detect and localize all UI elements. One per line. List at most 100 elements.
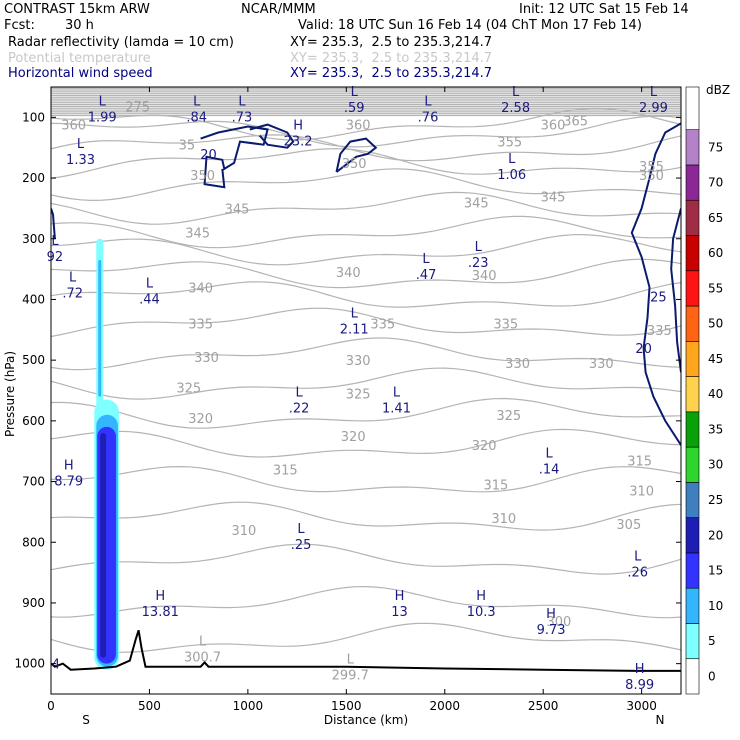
y-tick-label: 900 <box>22 596 45 610</box>
theta-contour-label: 315 <box>627 454 652 469</box>
colorbar-level-label: 25 <box>708 493 723 507</box>
theta-contour-label: 355 <box>497 136 522 151</box>
theta-contour-label: 305 <box>616 518 641 533</box>
colorbar-swatch <box>685 482 700 518</box>
y-tick-label: 200 <box>22 171 45 185</box>
theta-contour-label: 365 <box>563 114 588 129</box>
theta-contour-label: 320 <box>341 430 366 445</box>
wind-extremum-value: 2.11 <box>340 323 369 338</box>
theta-contour <box>51 115 681 148</box>
forecast-label: Fcst: <box>4 18 35 33</box>
x-tick-label: 1000 <box>233 699 264 713</box>
y-tick-label: 100 <box>22 110 45 124</box>
colorbar-swatch <box>685 552 700 589</box>
theta-contour-label: 315 <box>484 479 509 494</box>
theta-contour-label: 345 <box>464 196 489 211</box>
wind-extremum-value: .72 <box>62 286 83 301</box>
wind-extremum-marker: L <box>508 152 516 167</box>
colorbar-swatch <box>685 517 700 554</box>
colorbar-swatch <box>685 199 700 236</box>
theta-contour-label: 350 <box>190 169 215 184</box>
colorbar-swatch <box>685 235 700 272</box>
wind-extremum-value: 1.06 <box>497 168 526 183</box>
theta-contour <box>51 337 681 371</box>
wind-extremum-marker: L <box>295 386 303 401</box>
wind-extremum-value: .59 <box>344 101 365 116</box>
x-tick-label: 500 <box>138 699 161 713</box>
theta-contour <box>51 215 681 249</box>
forecast-hours: 30 h <box>65 18 94 33</box>
wind-contour <box>51 208 56 239</box>
wind-extremum-marker: H <box>155 589 165 604</box>
colorbar-level-label: 0 <box>708 669 716 683</box>
field-name-reflectivity: Radar reflectivity (lamda = 10 cm) <box>8 35 234 50</box>
theta-contour <box>51 281 681 308</box>
plot-frame <box>50 86 682 695</box>
colorbar-level-label: 55 <box>708 281 723 295</box>
theta-contour-label: 330 <box>589 357 614 372</box>
wind-extremum-marker: H <box>476 589 486 604</box>
x-axis-label: Distance (km) <box>324 713 408 727</box>
wind-extremum-value: 23.2 <box>284 135 313 150</box>
y-tick-label: 300 <box>22 232 45 246</box>
colorbar-swatch <box>685 270 700 307</box>
wind-extremum-value: 92 <box>47 250 64 265</box>
reflectivity-cell <box>97 426 116 664</box>
x-tick-label: 3000 <box>626 699 657 713</box>
wind-extremum-marker: H <box>293 119 303 134</box>
colorbar-level-label: 45 <box>708 352 723 366</box>
colorbar-swatch <box>685 658 700 695</box>
theta-contour-label: 340 <box>472 269 497 284</box>
wind-extremum-marker: L <box>634 550 642 565</box>
reflectivity-cell <box>98 259 102 397</box>
theta-contour-label: 330 <box>194 351 219 366</box>
theta-contour-label: 325 <box>496 409 521 424</box>
colorbar-swatch <box>685 305 700 342</box>
theta-contour <box>51 622 681 653</box>
theta-contour <box>51 148 681 179</box>
reflectivity-cell <box>100 432 107 658</box>
field-xy-wind: XY= 235.3, 2.5 to 235.3,214.7 <box>290 66 493 81</box>
colorbar-swatch <box>685 587 700 624</box>
colorbar-top-cap <box>685 86 700 130</box>
field-xy-reflectivity: XY= 235.3, 2.5 to 235.3,214.7 <box>290 35 493 50</box>
wind-extremum-value: .25 <box>291 538 312 553</box>
reflectivity-shading <box>94 238 119 670</box>
x-tick-label: 2000 <box>429 699 460 713</box>
theta-contour-label: 360 <box>541 119 566 134</box>
theta-contour <box>51 258 681 289</box>
colorbar-swatch <box>685 623 700 660</box>
wind-extremum-value: 13.81 <box>142 605 179 620</box>
theta-contour-label: 350 <box>342 157 367 172</box>
wind-speed-contours <box>51 122 681 446</box>
theta-extremum-marker: L <box>199 635 207 650</box>
theta-contour <box>51 397 681 429</box>
wind-extremum-marker: L <box>77 137 85 152</box>
y-tick-label: 700 <box>22 475 45 489</box>
wind-extremum-value: .26 <box>627 566 648 581</box>
wind-extremum-value: .73 <box>232 110 253 125</box>
wind-extremum-value: 1.33 <box>66 153 95 168</box>
theta-contour <box>51 585 681 619</box>
wind-contour <box>630 122 681 446</box>
misc-label: 4 <box>52 658 60 673</box>
theta-contour <box>51 307 681 338</box>
theta-contour-label: 325 <box>346 388 371 403</box>
theta-contours <box>51 87 681 653</box>
init-time: Init: 12 UTC Sat 15 Feb 14 <box>519 2 689 17</box>
colorbar-level-label: 35 <box>708 422 723 436</box>
theta-contour-label: 315 <box>273 463 298 478</box>
theta-contour <box>51 465 681 493</box>
theta-contour <box>51 233 681 266</box>
wind-extremum-marker: L <box>475 240 483 255</box>
colorbar-level-label: 75 <box>708 140 723 154</box>
y-tick-label: 800 <box>22 535 45 549</box>
field-name-wind: Horizontal wind speed <box>8 66 153 81</box>
wind-extremum-marker: L <box>351 307 359 322</box>
wind-extremum-marker: L <box>69 270 77 285</box>
colorbar-swatch <box>685 376 700 413</box>
wind-contour <box>670 208 681 373</box>
wind-extremum-marker: L <box>393 386 401 401</box>
wind-extremum-value: 8.79 <box>54 474 83 489</box>
colorbar-swatch <box>685 129 700 166</box>
